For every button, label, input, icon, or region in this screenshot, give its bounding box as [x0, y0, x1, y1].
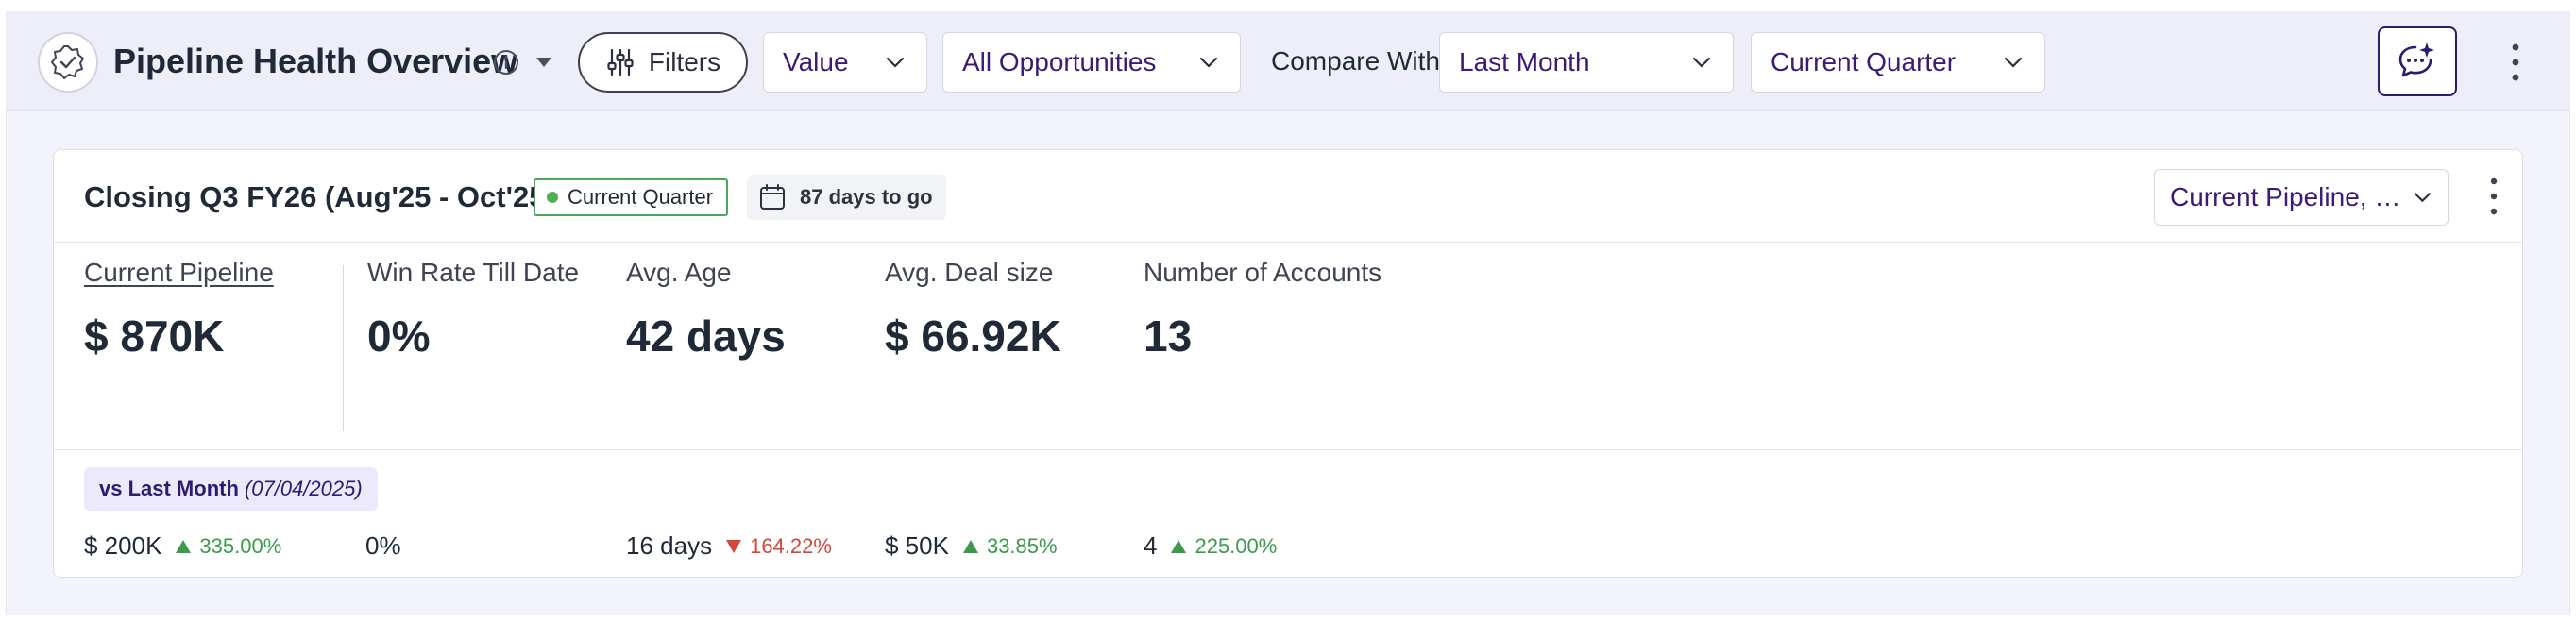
delta-value: 335.00% [199, 533, 282, 558]
card-more-options-icon[interactable] [2483, 173, 2505, 220]
compare-select[interactable]: Last Month [1439, 32, 1734, 93]
metric-value: $ 66.92K [885, 312, 1061, 361]
triangle-down-icon [726, 539, 742, 553]
filters-button[interactable]: Filters [578, 32, 748, 93]
metric-value: $ 870K [84, 312, 225, 361]
pipeline-view-select-label: Current Pipeline, Wi... [2170, 182, 2414, 211]
metric-value: 13 [1144, 312, 1193, 361]
metric-value: 42 days [626, 312, 786, 361]
chevron-down-icon [2415, 193, 2432, 203]
card-title: Closing Q3 FY26 (Aug'25 - Oct'25) [84, 180, 555, 213]
comparison-item: 16 days 164.22% [626, 531, 832, 561]
status-dot-icon [547, 192, 558, 203]
ai-assistant-button[interactable] [2378, 26, 2457, 96]
title-dropdown-caret-icon[interactable] [533, 53, 555, 72]
sliders-icon [607, 48, 634, 76]
filters-label: Filters [648, 47, 721, 76]
comparison-value: 0% [365, 531, 401, 560]
chevron-down-icon [1692, 57, 1711, 68]
metric-divider [343, 265, 344, 431]
comparison-row: vs Last Month (07/04/2025) $ 200K 335.00… [54, 450, 2522, 579]
metric-label: Avg. Age [626, 258, 732, 287]
comparison-item: $ 50K 33.85% [885, 531, 1058, 561]
days-to-go-label: 87 days to go [800, 185, 933, 209]
compare-with-label: Compare With: [1271, 46, 1448, 76]
pipeline-view-select[interactable]: Current Pipeline, Wi... [2154, 169, 2449, 226]
compare-select-label: Last Month [1459, 47, 1590, 76]
metric-label: Number of Accounts [1144, 258, 1382, 287]
opportunities-select-label: All Opportunities [962, 47, 1157, 76]
comparison-item: 0% [365, 531, 401, 561]
ai-chat-sparkle-icon [2398, 42, 2434, 77]
metric-label: Win Rate Till Date [367, 258, 580, 287]
triangle-up-icon [962, 539, 978, 553]
info-icon[interactable] [493, 49, 519, 76]
metrics-row: Current Pipeline $ 870K Win Rate Till Da… [54, 243, 2522, 450]
current-quarter-badge: Current Quarter [534, 178, 729, 216]
comparison-value: $ 50K [885, 531, 949, 560]
comparison-value: 4 [1144, 531, 1158, 560]
pipeline-card: Closing Q3 FY26 (Aug'25 - Oct'25) Curren… [53, 149, 2523, 578]
comparison-value: $ 200K [84, 531, 162, 560]
opportunities-select[interactable]: All Opportunities [942, 32, 1241, 93]
period-select[interactable]: Current Quarter [1751, 32, 2045, 93]
comparison-date: (07/04/2025) [244, 477, 363, 500]
period-select-label: Current Quarter [1771, 47, 1957, 76]
chevron-down-icon [886, 57, 905, 68]
delta-up: 33.85% [962, 534, 1058, 559]
comparison-item: $ 200K 335.00% [84, 531, 281, 561]
comparison-badge: vs Last Month (07/04/2025) [84, 467, 378, 511]
calendar-icon [760, 184, 785, 210]
days-to-go-pill: 87 days to go [747, 175, 946, 220]
triangle-up-icon [176, 539, 192, 553]
health-badge-icon [38, 32, 98, 93]
chevron-down-icon [2004, 57, 2023, 68]
more-options-icon[interactable] [2502, 38, 2529, 87]
card-header: Closing Q3 FY26 (Aug'25 - Oct'25) Curren… [54, 150, 2522, 243]
metric-label-link[interactable]: Current Pipeline [84, 258, 274, 287]
delta-value: 33.85% [986, 533, 1058, 558]
metric-value: 0% [367, 312, 431, 361]
comparison-value: 16 days [626, 531, 713, 560]
delta-up: 335.00% [175, 534, 281, 559]
comparison-item: 4 225.00% [1144, 531, 1277, 561]
metric-label: Avg. Deal size [885, 258, 1054, 287]
triangle-up-icon [1171, 539, 1187, 553]
delta-up: 225.00% [1170, 534, 1277, 559]
value-select[interactable]: Value [763, 32, 927, 93]
comparison-label: vs Last Month [99, 477, 239, 500]
delta-down: 164.22% [725, 534, 832, 559]
value-select-label: Value [783, 47, 849, 76]
quarter-badge-label: Current Quarter [568, 185, 714, 209]
top-toolbar: Pipeline Health Overview Filters Value A… [6, 11, 2570, 111]
delta-value: 225.00% [1195, 533, 1278, 558]
chevron-down-icon [1199, 57, 1218, 68]
page-title: Pipeline Health Overview [113, 42, 518, 80]
delta-value: 164.22% [750, 533, 832, 558]
